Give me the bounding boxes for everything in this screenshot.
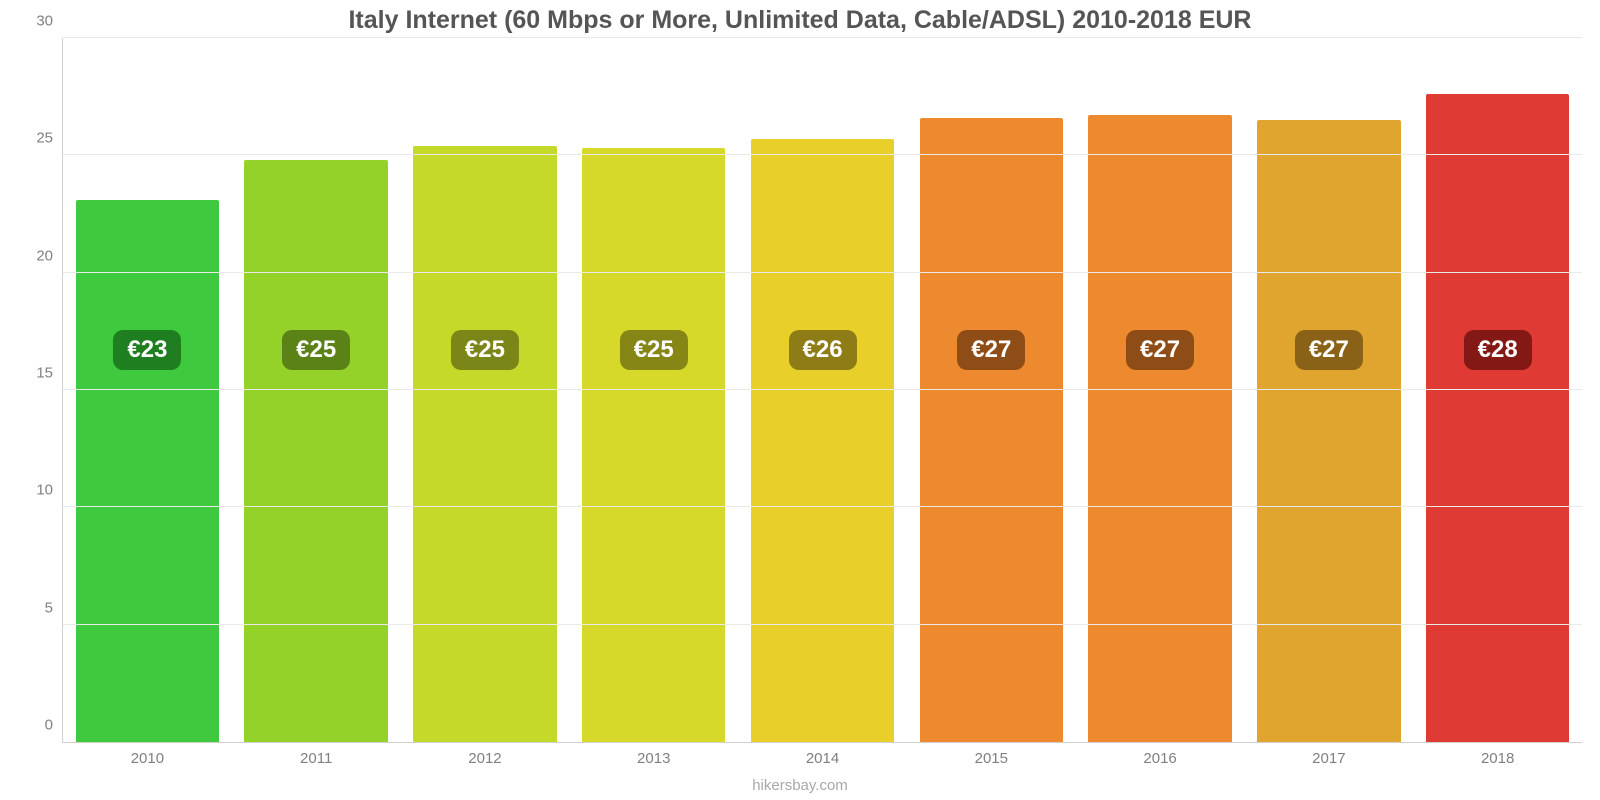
y-tick-label: 25 [36,130,63,147]
bar [920,118,1063,742]
bar-slot: €232010 [63,38,232,742]
grid-line [63,506,1582,507]
bar-value-text: €27 [1140,336,1180,363]
grid-line [63,154,1582,155]
grid-line [63,272,1582,273]
y-tick-label: 10 [36,482,63,499]
bar [751,139,894,742]
x-tick-label: 2011 [300,750,332,767]
bar-value-badge: €28 [1464,330,1532,370]
x-tick-label: 2013 [637,750,670,767]
bar-value-text: €26 [802,336,842,363]
bar-slot: €262014 [738,38,907,742]
x-tick-label: 2010 [131,750,164,767]
plot-area: €232010€252011€252012€252013€262014€2720… [62,38,1582,743]
y-tick-label: 0 [45,717,63,734]
bar-value-badge: €27 [1126,330,1194,370]
bar-value-text: €27 [1309,336,1349,363]
bar-slot: €252012 [401,38,570,742]
bar-slot: €272017 [1244,38,1413,742]
bar [244,160,387,742]
bar-value-text: €28 [1478,336,1518,363]
bar [1426,94,1569,742]
chart-title: Italy Internet (60 Mbps or More, Unlimit… [0,6,1600,35]
grid-line [63,37,1582,38]
x-tick-label: 2014 [806,750,839,767]
bar-slot: €252013 [569,38,738,742]
bar-slot: €272016 [1076,38,1245,742]
bar-value-badge: €27 [957,330,1025,370]
y-tick-label: 5 [45,599,63,616]
y-tick-label: 30 [36,13,63,30]
y-tick-label: 20 [36,247,63,264]
x-tick-label: 2018 [1481,750,1514,767]
y-tick-label: 15 [36,365,63,382]
bar-value-text: €25 [465,336,505,363]
x-tick-label: 2016 [1143,750,1176,767]
bar-value-badge: €25 [451,330,519,370]
bar-slot: €282018 [1413,38,1582,742]
bar-slot: €272015 [907,38,1076,742]
bar [1257,120,1400,742]
bar-value-badge: €25 [282,330,350,370]
bar [76,200,219,742]
bar-value-badge: €26 [788,330,856,370]
bar [1088,115,1231,742]
bar-value-text: €23 [127,336,167,363]
x-tick-label: 2012 [468,750,501,767]
bar-value-text: €25 [634,336,674,363]
credit-text: hikersbay.com [0,777,1600,794]
grid-line [63,389,1582,390]
bar-value-text: €27 [971,336,1011,363]
bar [413,146,556,742]
bar-value-text: €25 [296,336,336,363]
x-tick-label: 2015 [975,750,1008,767]
bars-container: €232010€252011€252012€252013€262014€2720… [63,38,1582,742]
bar-slot: €252011 [232,38,401,742]
bar-value-badge: €25 [620,330,688,370]
bar-value-badge: €27 [1295,330,1363,370]
bar [582,148,725,742]
x-tick-label: 2017 [1312,750,1345,767]
grid-line [63,624,1582,625]
bar-value-badge: €23 [113,330,181,370]
